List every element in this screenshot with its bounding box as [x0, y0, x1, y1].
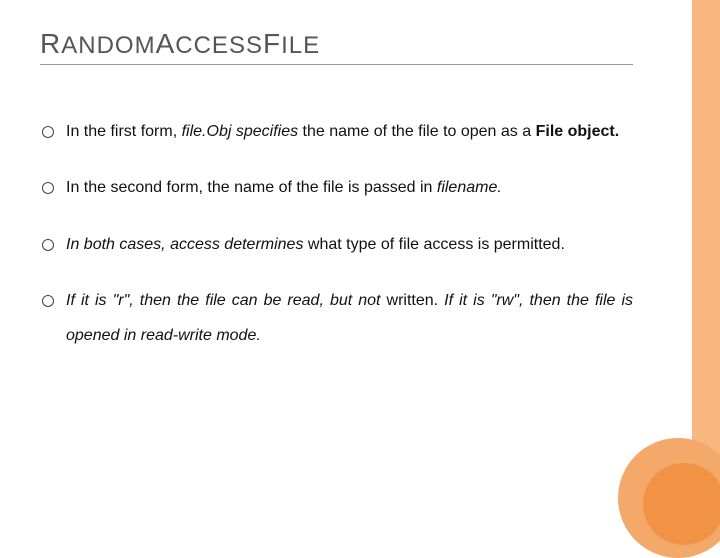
- text: In the first form,: [66, 123, 182, 140]
- slide-content: RANDOMACCESSFILE In the first form, file…: [0, 0, 688, 395]
- text-italic: file.Obj specifies: [182, 123, 299, 140]
- text: In the second form, the name of the file…: [66, 179, 437, 196]
- text: what type of file access is permitted.: [303, 236, 564, 253]
- text-bold: File object.: [536, 123, 620, 140]
- text: written.: [380, 292, 444, 309]
- text-italic: filename.: [437, 179, 502, 196]
- text-italic: In both cases, access determines: [66, 236, 303, 253]
- list-item: In the first form, file.Obj specifies th…: [40, 115, 633, 149]
- bullet-list: In the first form, file.Obj specifies th…: [40, 115, 633, 353]
- title-cap-3: F: [263, 28, 281, 59]
- title-cap-2: A: [156, 28, 176, 59]
- text-italic: If it is "r", then the file can be read,…: [66, 292, 380, 309]
- list-item: If it is "r", then the file can be read,…: [40, 284, 633, 353]
- title-rest-2: CCESS: [175, 32, 263, 59]
- list-item: In the second form, the name of the file…: [40, 171, 633, 205]
- title-rest-1: ANDOM: [61, 32, 155, 59]
- slide-title: RANDOMACCESSFILE: [40, 28, 633, 65]
- text: the name of the file to open as a: [298, 123, 536, 140]
- title-rest-3: ILE: [281, 32, 320, 59]
- title-cap-1: R: [40, 28, 61, 59]
- list-item: In both cases, access determines what ty…: [40, 228, 633, 262]
- decorative-circle-inner: [643, 463, 720, 545]
